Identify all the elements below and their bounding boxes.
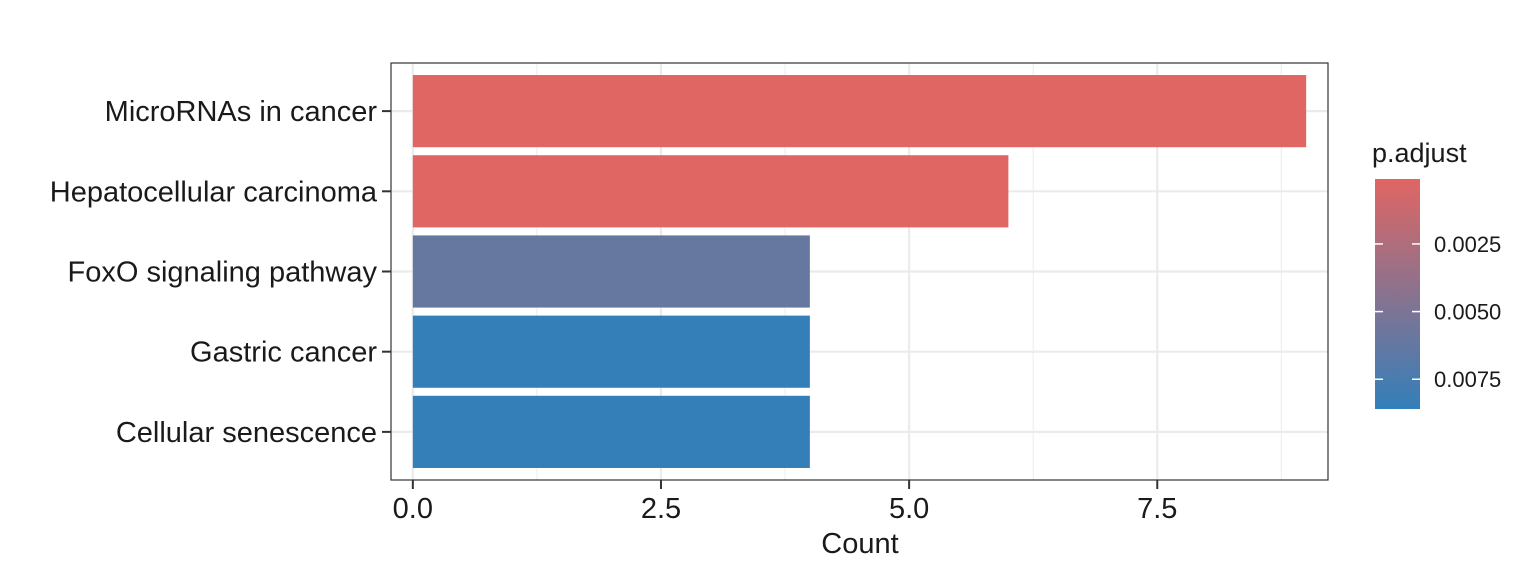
legend-tick-label: 0.0075 xyxy=(1434,367,1501,392)
bar xyxy=(412,235,810,308)
bar xyxy=(412,75,1307,148)
x-tick-label: 7.5 xyxy=(1137,493,1177,525)
x-axis-title: Count xyxy=(821,528,898,560)
legend: p.adjust 0.0025 0.0050 0.0075 xyxy=(1372,138,1501,409)
legend-tick-label: 0.0050 xyxy=(1434,300,1501,325)
bar xyxy=(412,315,810,388)
y-tick-label: Cellular senescence xyxy=(116,417,377,449)
x-tick-label: 5.0 xyxy=(889,493,929,525)
legend-title: p.adjust xyxy=(1372,138,1467,168)
y-tick-label: FoxO signaling pathway xyxy=(68,257,378,289)
y-axis: MicroRNAs in cancer Hepatocellular carcin… xyxy=(50,96,391,449)
y-tick-label: Gastric cancer xyxy=(190,337,377,369)
bar xyxy=(412,395,810,468)
x-tick-label: 0.0 xyxy=(393,493,433,525)
x-axis: 0.0 2.5 5.0 7.5 xyxy=(393,480,1177,525)
bar xyxy=(412,155,1009,228)
y-tick-label: Hepatocellular carcinoma xyxy=(50,176,378,208)
bars xyxy=(412,75,1307,468)
legend-colorbar xyxy=(1375,179,1420,409)
x-tick-label: 2.5 xyxy=(641,493,681,525)
legend-tick-label: 0.0025 xyxy=(1434,232,1501,257)
y-tick-label: MicroRNAs in cancer xyxy=(105,96,378,128)
